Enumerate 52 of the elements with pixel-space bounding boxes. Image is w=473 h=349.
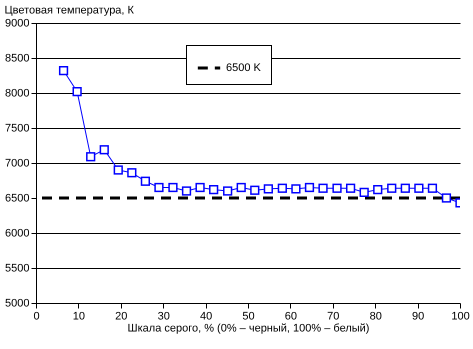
point [140,176,150,186]
point [236,182,246,192]
y-tick-label: 8500 [5,52,30,64]
point [168,182,178,192]
point [114,165,123,175]
point [346,184,356,193]
point [154,182,164,192]
y-tick-label: 8000 [5,88,30,100]
point [264,184,273,194]
point [58,66,68,76]
point [278,184,287,193]
point [318,184,328,193]
point [127,168,136,178]
y-tick-label: 6500 [5,192,30,204]
x-tick-label: 70 [327,310,340,322]
y-tick-label: 5500 [5,262,30,274]
point [195,182,205,192]
point [428,184,438,193]
y-tick-label: 7500 [5,122,30,134]
point [332,184,342,193]
point [223,186,232,196]
point [442,193,452,203]
x-tick-label: 50 [242,310,255,322]
point [72,86,82,96]
y-tick-label: 7000 [5,158,30,170]
x-tick-label: 20 [115,310,128,322]
legend-label: 6500 K [226,62,262,74]
x-tick-label: 80 [370,310,382,322]
x-tick-label: 30 [158,310,170,322]
point [182,186,192,196]
x-tick-label: 100 [451,310,470,322]
point [360,188,369,198]
point [387,184,396,193]
point [373,184,382,194]
x-tick-label: 90 [412,310,424,322]
point [209,184,218,194]
x-tick-label: 60 [284,310,298,322]
y-tick-label: 9000 [5,18,30,30]
point [414,184,424,193]
y-axis-title: Цветовая температура, К [4,4,135,16]
point [100,145,109,154]
x-tick-label: 0 [33,310,40,322]
point [86,152,96,162]
x-axis-title: Шкала серого, % (0% – черный, 100% – белый) [128,322,370,334]
y-tick-label: 5000 [5,298,30,310]
point [304,182,314,192]
x-tick-label: 10 [72,310,86,322]
x-tick-label: 40 [200,310,212,322]
y-tick-label: 6000 [5,228,30,240]
point [250,186,260,195]
point [400,184,410,193]
point [291,184,301,194]
